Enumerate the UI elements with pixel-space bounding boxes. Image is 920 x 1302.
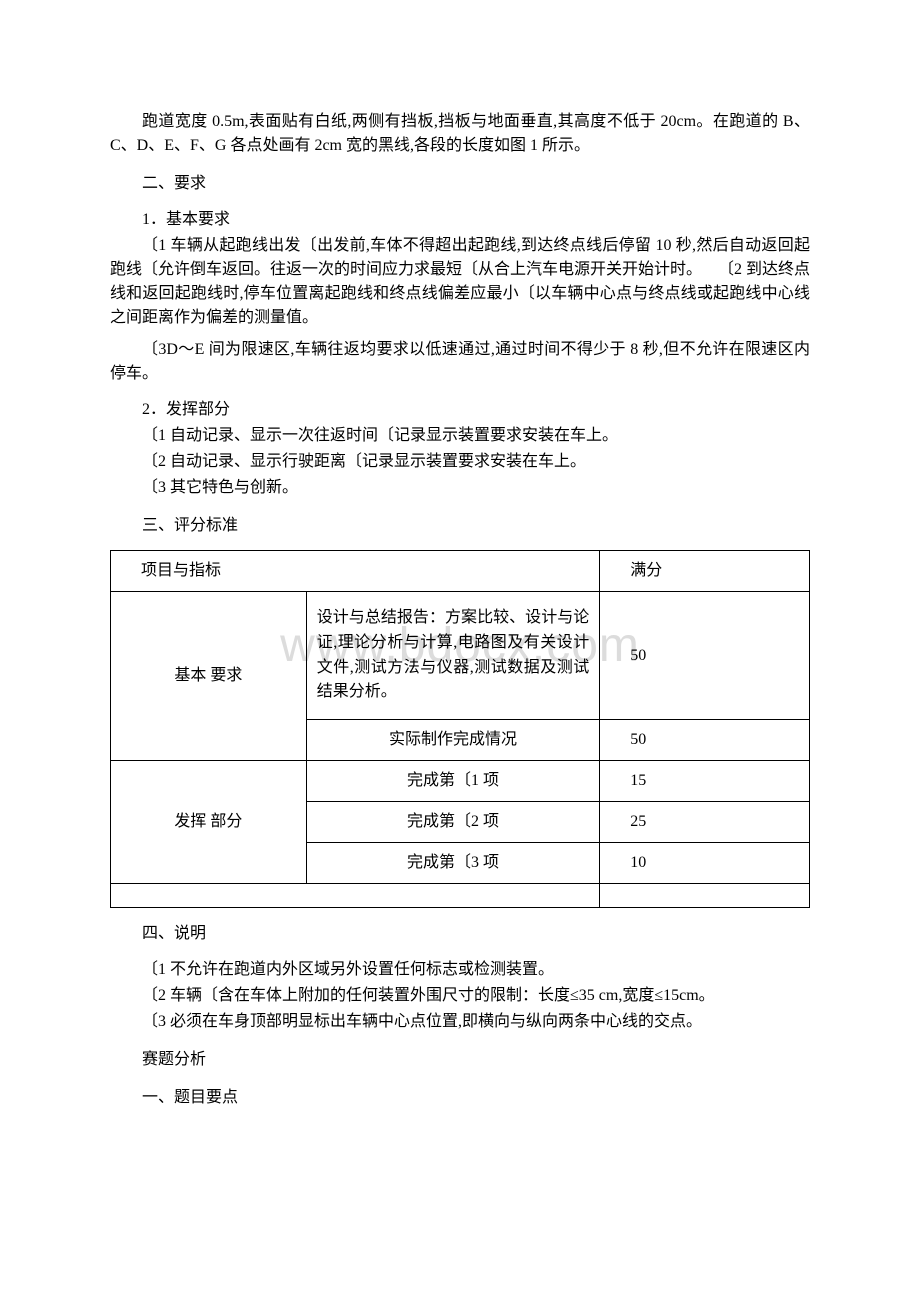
document-body: 跑道宽度 0.5m,表面贴有白纸,两侧有挡板,挡板与地面垂直,其高度不低于 20… — [110, 110, 810, 1110]
section-6-title: 一、题目要点 — [110, 1086, 810, 1110]
section-2-sub2-item1: 〔1 自动记录、显示一次往返时间〔记录显示装置要求安装在车上。 — [110, 424, 810, 448]
table-empty-row — [111, 884, 810, 908]
section-2-sub2-item2: 〔2 自动记录、显示行驶距离〔记录显示装置要求安装在车上。 — [110, 450, 810, 474]
cell-category-basic: 基本 要求 — [111, 592, 307, 761]
cell-category-advanced: 发挥 部分 — [111, 761, 307, 884]
scoring-table: 项目与指标 满分 基本 要求 设计与总结报告：方案比较、设计与论证,理论分析与计… — [110, 550, 810, 908]
table-row: 基本 要求 设计与总结报告：方案比较、设计与论证,理论分析与计算,电路图及有关设… — [111, 592, 810, 720]
cell-score: 25 — [600, 802, 810, 843]
table-row: 发挥 部分 完成第〔1 项 15 — [111, 761, 810, 802]
section-2-title: 二、要求 — [110, 172, 810, 196]
section-2-sub1-p2: 〔3D～E 间为限速区,车辆往返均要求以低速通过,通过时间不得少于 8 秒,但不… — [110, 338, 810, 386]
section-3-title: 三、评分标准 — [110, 514, 810, 538]
cell-score: 10 — [600, 843, 810, 884]
section-2-sub1-title: 1．基本要求 — [110, 208, 810, 232]
cell-desc: 完成第〔3 项 — [306, 843, 600, 884]
empty-cell — [600, 884, 810, 908]
header-cell-criteria: 项目与指标 — [111, 551, 600, 592]
section-4-item3: 〔3 必须在车身顶部明显标出车辆中心点位置,即横向与纵向两条中心线的交点。 — [110, 1010, 810, 1034]
empty-cell — [111, 884, 600, 908]
section-4-item1: 〔1 不允许在跑道内外区域另外设置任何标志或检测装置。 — [110, 958, 810, 982]
intro-paragraph: 跑道宽度 0.5m,表面贴有白纸,两侧有挡板,挡板与地面垂直,其高度不低于 20… — [110, 110, 810, 158]
header-cell-score: 满分 — [600, 551, 810, 592]
section-5-title: 赛题分析 — [110, 1048, 810, 1072]
table-header-row: 项目与指标 满分 — [111, 551, 810, 592]
cell-score: 50 — [600, 720, 810, 761]
section-2-sub2-item3: 〔3 其它特色与创新。 — [110, 476, 810, 500]
section-2-sub1-p1: 〔1 车辆从起跑线出发〔出发前,车体不得超出起跑线,到达终点线后停留 10 秒,… — [110, 234, 810, 330]
section-4-item2: 〔2 车辆〔含在车体上附加的任何装置外围尺寸的限制：长度≤35 cm,宽度≤15… — [110, 984, 810, 1008]
cell-desc: 完成第〔1 项 — [306, 761, 600, 802]
section-2-sub2-title: 2．发挥部分 — [110, 398, 810, 422]
cell-score: 15 — [600, 761, 810, 802]
section-4-title: 四、说明 — [110, 922, 810, 946]
cell-score: 50 — [600, 592, 810, 720]
cell-desc: 设计与总结报告：方案比较、设计与论证,理论分析与计算,电路图及有关设计文件,测试… — [306, 592, 600, 720]
cell-desc: 实际制作完成情况 — [306, 720, 600, 761]
cell-desc: 完成第〔2 项 — [306, 802, 600, 843]
